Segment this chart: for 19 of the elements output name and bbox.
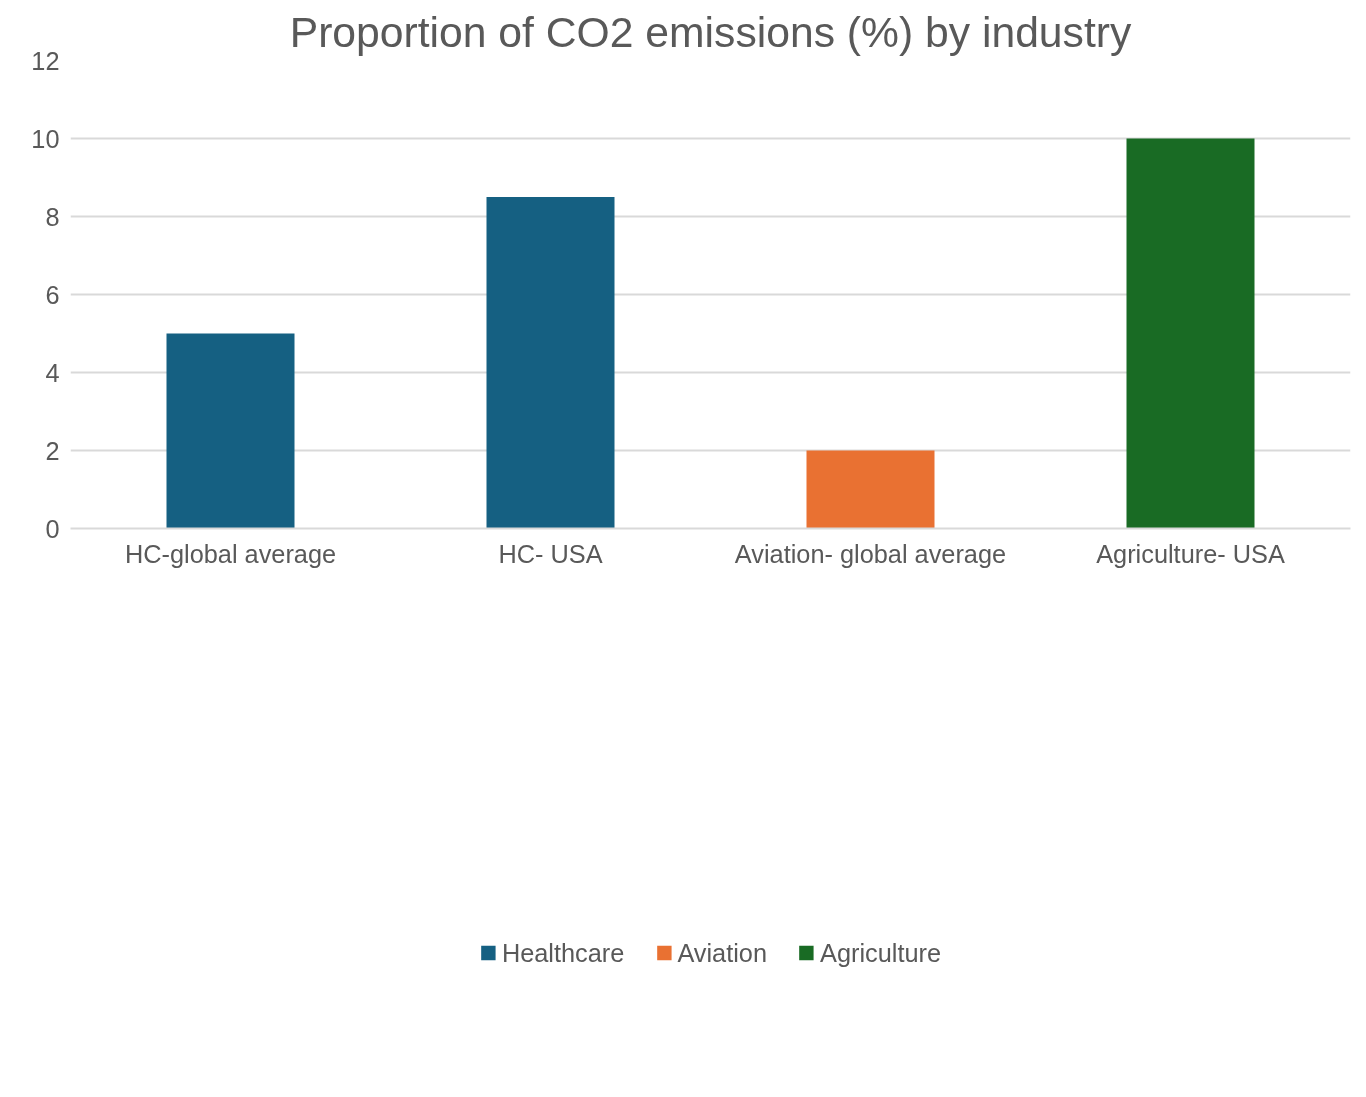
y-tick-label: 12 (31, 46, 60, 75)
x-tick-label: HC- USA (498, 539, 603, 568)
y-tick-label: 8 (45, 202, 60, 231)
y-tick-label: 0 (45, 514, 60, 543)
bar (486, 197, 615, 529)
y-tick-label: 10 (31, 124, 60, 153)
legend-label: Aviation (677, 938, 768, 968)
legend-label: Healthcare (501, 938, 625, 968)
y-tick-label: 4 (45, 358, 60, 387)
bar (806, 450, 935, 529)
bar (166, 333, 295, 529)
x-tick-label: Aviation- global average (734, 539, 1007, 568)
x-tick-label: Agriculture- USA (1096, 539, 1285, 568)
y-tick-label: 6 (45, 280, 60, 309)
y-tick-label: 2 (45, 436, 60, 465)
x-tick-label: HC-global average (124, 539, 337, 568)
bar (1126, 138, 1255, 529)
legend-label: Agriculture (820, 938, 942, 968)
chart-title: Proportion of CO2 emissions (%) by industry (289, 7, 1132, 56)
